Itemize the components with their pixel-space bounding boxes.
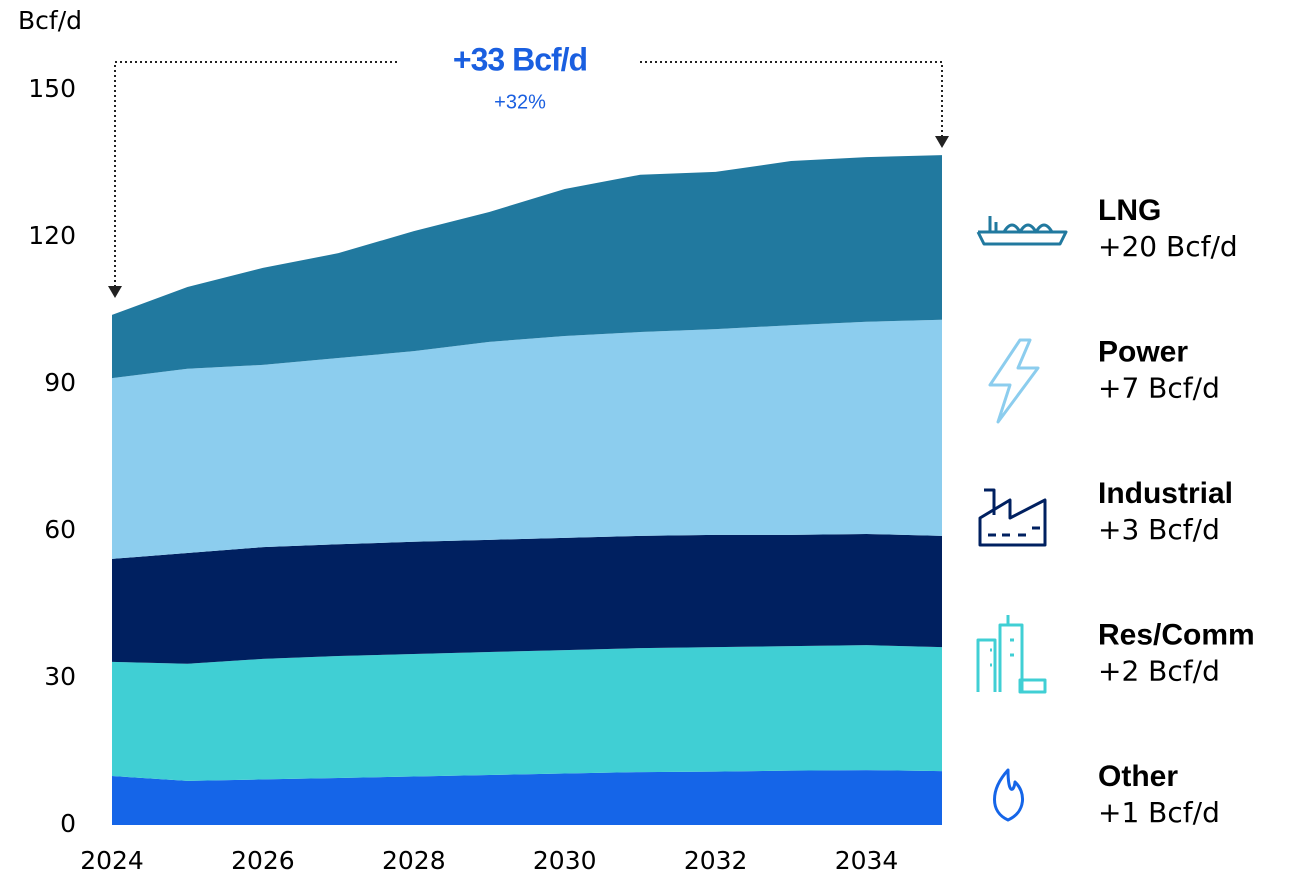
y-axis-label: Bcf/d [18, 6, 82, 35]
legend-label: Res/Comm [1098, 618, 1255, 651]
x-tick-label: 2026 [231, 846, 295, 875]
annotation-sub: +32% [494, 91, 546, 113]
x-tick-label: 2030 [533, 846, 597, 875]
plot [112, 155, 942, 825]
annotation-line [114, 61, 398, 292]
x-tick-label: 2024 [80, 846, 144, 875]
legend-label: Industrial [1098, 477, 1233, 510]
area [112, 533, 942, 664]
y-tick-label: 0 [60, 809, 76, 838]
power-icon [988, 338, 1040, 424]
x-tick-label: 2034 [835, 846, 899, 875]
x-tick-label: 2028 [382, 846, 446, 875]
legend-change: +1 Bcf/d [1098, 796, 1220, 829]
annotation-line [640, 61, 943, 140]
y-tick-label: 30 [44, 662, 76, 691]
x-tick-label: 2032 [684, 846, 748, 875]
y-tick-label: 60 [44, 515, 76, 544]
legend-label: Other [1098, 760, 1178, 793]
area [112, 645, 942, 781]
legend-change: +20 Bcf/d [1098, 230, 1238, 263]
y-tick-label: 150 [28, 74, 76, 103]
legend-label: Power [1098, 335, 1188, 368]
industrial-icon [978, 488, 1047, 547]
legend-label: LNG [1098, 194, 1161, 227]
annotation: +33 Bcf/d [453, 41, 587, 77]
y-tick-label: 120 [28, 221, 76, 250]
rescomm-icon [976, 615, 1047, 694]
lng-icon [976, 216, 1068, 246]
legend-change: +2 Bcf/d [1098, 655, 1220, 688]
arrow [935, 136, 949, 148]
arrow [108, 286, 122, 298]
legend-change: +3 Bcf/d [1098, 513, 1220, 546]
area [112, 770, 942, 825]
legend-change: +7 Bcf/d [1098, 372, 1220, 405]
other-icon [993, 768, 1024, 822]
area [112, 155, 942, 379]
area [112, 319, 942, 559]
y-tick-label: 90 [44, 368, 76, 397]
